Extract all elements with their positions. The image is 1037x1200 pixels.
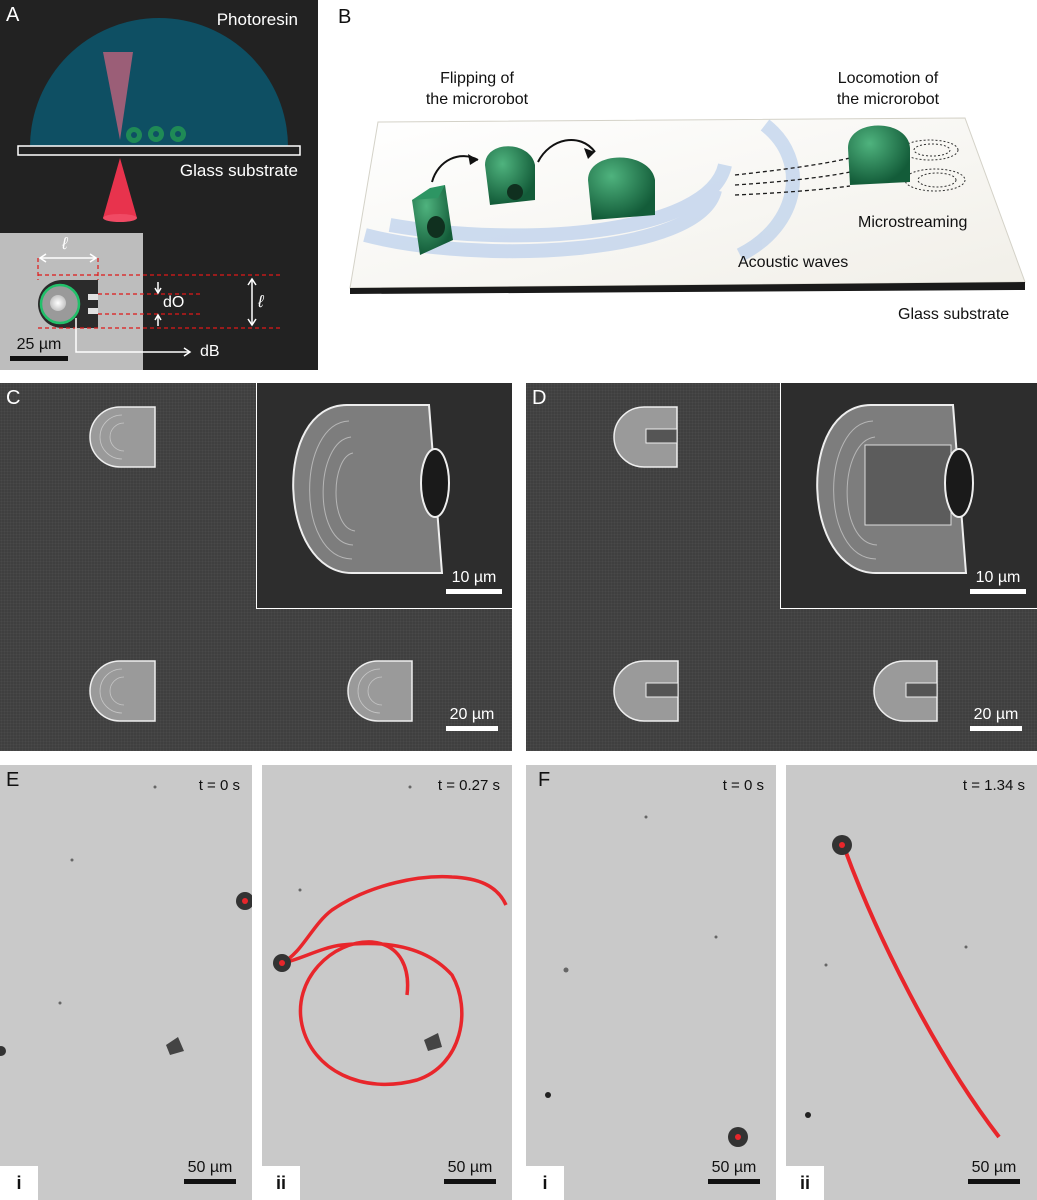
glass-substrate-slab xyxy=(17,145,301,156)
microstreaming-vortices xyxy=(901,139,966,192)
panel-f-ii: t = 1.34 s 50 µm ii xyxy=(786,765,1037,1200)
sem-inset-d xyxy=(780,383,1037,609)
panel-label-d: D xyxy=(532,387,547,409)
glass-substrate-label-a: Glass substrate xyxy=(179,161,298,180)
microstreaming-label: Microstreaming xyxy=(858,214,968,231)
sem-inset-c xyxy=(256,383,512,609)
time-e-ii: t = 0.27 s xyxy=(437,777,500,794)
trajectory-track xyxy=(281,874,508,1086)
photoresin-label: Photoresin xyxy=(216,10,298,29)
sublabel-e-i: i xyxy=(0,1166,38,1200)
panel-label-c: C xyxy=(6,387,21,409)
scale-bar-e-i: 50 µm xyxy=(184,1159,236,1184)
panel-f-i: F t = 0 s 50 µm i xyxy=(526,765,776,1200)
panel-label-b: B xyxy=(338,6,352,28)
dim-l-side: ℓ xyxy=(258,292,264,311)
photoresin-dome xyxy=(30,18,288,147)
trajectory-track xyxy=(842,846,1001,1139)
streaming-arrows xyxy=(734,157,851,196)
time-e-i: t = 0 s xyxy=(198,777,240,794)
time-f-ii: t = 1.34 s xyxy=(962,777,1025,794)
panel-label-a: A xyxy=(6,4,20,26)
scale-bar-c: 20 µm xyxy=(446,706,498,731)
scale-bar-a: 25 µm xyxy=(10,336,68,361)
panel-b: B Flipping of the microrobot Locomotion … xyxy=(320,0,1037,370)
scale-bar-f-i: 50 µm xyxy=(708,1159,760,1184)
scale-bar-e-ii: 50 µm xyxy=(444,1159,496,1184)
microscope-inset xyxy=(0,233,143,370)
flipping-label: Flipping of the microrobot xyxy=(425,70,529,108)
panel-a-schematic xyxy=(17,18,301,222)
debris-particles xyxy=(58,785,157,1005)
microrobot-4 xyxy=(848,125,910,185)
debris-fragment xyxy=(166,1037,184,1055)
panel-b-illustration xyxy=(349,117,1026,294)
sublabel-e-ii: ii xyxy=(262,1166,300,1200)
panel-e-i: E t = 0 s 50 µm i xyxy=(0,765,252,1200)
scale-bar-d: 20 µm xyxy=(970,706,1022,731)
sublabel-f-i: i xyxy=(526,1166,564,1200)
laser-cone-lower xyxy=(103,158,137,218)
time-f-i: t = 0 s xyxy=(722,777,764,794)
panel-e-ii: t = 0.27 s 50 µm ii xyxy=(262,765,512,1200)
sublabel-f-ii: ii xyxy=(786,1166,824,1200)
inset-scale-bar-c: 10 µm xyxy=(446,569,502,594)
panel-label-e: E xyxy=(6,769,20,791)
microrobot-3 xyxy=(588,157,655,220)
panel-a: A Photoresin Glass substrate xyxy=(0,0,318,370)
dim-l-top: ℓ xyxy=(62,234,68,253)
dimension-overlay xyxy=(37,253,280,357)
microrobot-2 xyxy=(485,146,535,205)
panel-d: D 10 µm 20 µm xyxy=(526,383,1037,751)
inset-scale-bar-d: 10 µm xyxy=(970,569,1026,594)
dim-db: dB xyxy=(200,343,220,360)
acoustic-waves-label: Acoustic waves xyxy=(738,254,849,271)
laser-cone-upper xyxy=(103,52,133,140)
scale-bar-f-ii: 50 µm xyxy=(968,1159,1020,1184)
panel-label-f: F xyxy=(538,769,551,791)
debris-fragment xyxy=(424,1033,442,1051)
panel-c: C 10 µm 20 µm xyxy=(0,383,512,751)
dim-do: dO xyxy=(163,294,185,311)
locomotion-label: Locomotion of the microrobot xyxy=(836,70,940,108)
glass-substrate-label-b: Glass substrate xyxy=(898,306,1010,323)
